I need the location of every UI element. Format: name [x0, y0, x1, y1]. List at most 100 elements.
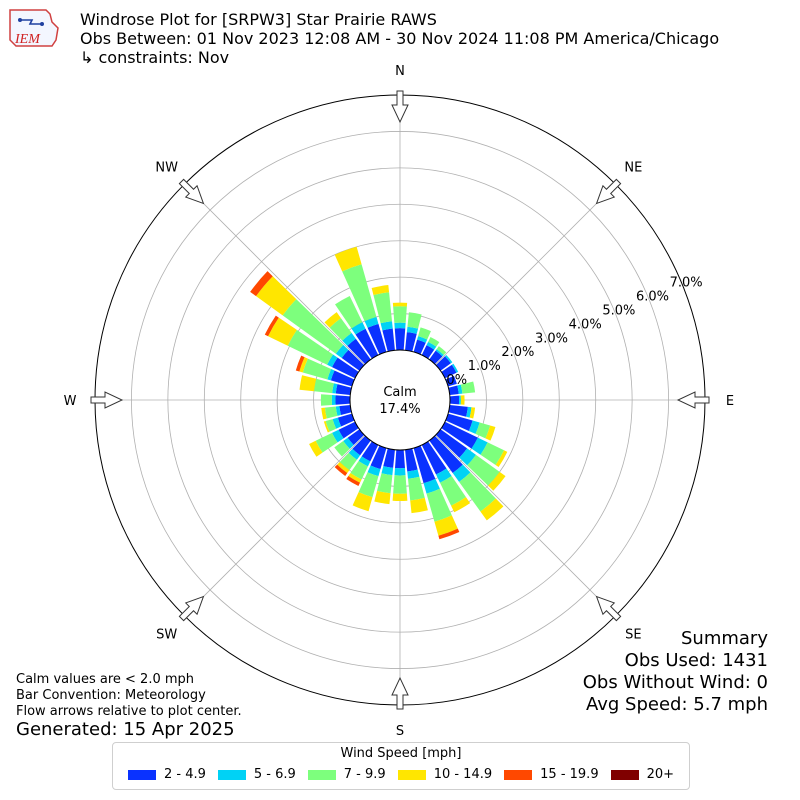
rose-bar	[460, 395, 465, 405]
rose-bar	[458, 395, 461, 405]
rose-bar	[335, 384, 352, 395]
rose-bar	[324, 406, 338, 419]
rose-bar	[451, 497, 471, 513]
rose-bar	[426, 488, 452, 522]
rose-bar	[331, 395, 336, 405]
rose-bar	[435, 349, 444, 357]
radial-tick-label: 2.0%	[501, 345, 534, 360]
rose-bar	[459, 448, 477, 466]
generated-date: Generated: 15 Apr 2025	[16, 719, 235, 740]
rose-bar	[374, 490, 391, 505]
rose-bar	[485, 425, 496, 441]
summary-heading: Summary	[681, 628, 768, 649]
flow-arrow-icon	[676, 391, 710, 409]
bar-convention-note: Bar Convention: Meteorology	[16, 688, 206, 703]
rose-bar	[337, 413, 355, 427]
direction-label: SE	[625, 627, 641, 642]
rose-bar	[256, 276, 297, 316]
flow-arrow-icon	[391, 90, 409, 124]
rose-bar	[429, 435, 463, 474]
rose-bar	[355, 328, 379, 359]
rose-bar	[428, 336, 440, 347]
rose-bar	[381, 466, 394, 476]
rose-bar	[426, 341, 437, 350]
rose-bar	[339, 452, 357, 471]
legend-item: 2 - 4.9	[127, 767, 206, 782]
flow-arrow-shape	[676, 391, 710, 409]
notes-block: Calm values are < 2.0 mph Bar Convention…	[16, 672, 242, 720]
rose-bar	[405, 448, 418, 472]
rose-bar	[287, 329, 334, 365]
rose-bar	[469, 407, 476, 419]
rose-bar	[445, 413, 473, 431]
rose-bar	[436, 346, 447, 356]
rose-bar	[394, 322, 406, 329]
legend-label: 15 - 19.9	[540, 767, 599, 782]
direction-label: S	[396, 724, 404, 739]
svg-text:IEM: IEM	[14, 32, 41, 47]
flow-arrow-icon	[595, 178, 622, 205]
rose-bar	[324, 312, 341, 328]
flow-arrow-shape	[391, 676, 409, 710]
rose-bar	[439, 476, 466, 506]
rose-bar	[413, 445, 436, 484]
rose-bar	[351, 322, 366, 335]
summary-avg-speed: Avg Speed: 5.7 mph	[586, 694, 768, 715]
rose-bar	[364, 316, 379, 328]
legend-title: Wind Speed [mph]	[340, 746, 462, 761]
flow-arrow-icon	[178, 178, 205, 205]
legend-swatch	[217, 769, 246, 780]
rose-bar	[323, 421, 330, 433]
rose-bar	[407, 476, 425, 501]
rose-bar	[337, 461, 350, 474]
rose-bar	[334, 440, 350, 457]
rose-bar	[392, 493, 408, 501]
rose-bar	[299, 357, 308, 373]
rose-bar	[407, 312, 422, 329]
legend-label: 2 - 4.9	[163, 767, 206, 782]
grid-spoke	[435, 184, 616, 365]
rose-bar	[334, 246, 362, 272]
rose-bar	[327, 354, 338, 368]
rose-bar	[334, 464, 348, 477]
rose-bar	[382, 328, 395, 352]
calm-circle	[349, 349, 451, 451]
rose-bar	[346, 476, 361, 487]
calm-note: Calm values are < 2.0 mph	[16, 672, 195, 687]
rose-bar	[367, 323, 387, 355]
rose-bar	[367, 465, 381, 477]
rose-bar	[407, 469, 420, 479]
rose-bar	[475, 422, 491, 439]
rose-bar	[495, 450, 508, 468]
rose-bar	[320, 394, 332, 406]
radial-tick-label: 4.0%	[569, 317, 602, 332]
rose-bar	[468, 420, 480, 434]
summary-block: Summary Obs Used: 1431 Obs Without Wind:…	[583, 628, 768, 716]
rose-bar	[264, 315, 279, 337]
rose-bar	[448, 385, 459, 395]
rose-bar	[268, 317, 297, 346]
grid-spoke	[184, 184, 365, 365]
rose-bar	[452, 464, 471, 482]
title-block: Windrose Plot for [SRPW3] Star Prairie R…	[80, 10, 719, 67]
rose-bar	[395, 449, 405, 469]
rose-bar	[348, 448, 361, 460]
rose-bar	[347, 429, 365, 446]
direction-label: NE	[624, 161, 642, 176]
calm-center: Calm 17.4%	[349, 349, 451, 451]
radial-tick-label: 7.0%	[670, 276, 703, 291]
rose-bar	[302, 358, 332, 380]
flow-arrow-icon	[90, 391, 124, 409]
rose-bar	[393, 306, 407, 323]
rose-bar	[392, 302, 408, 307]
rose-bar	[352, 492, 373, 512]
legend-label: 7 - 9.9	[343, 767, 386, 782]
rose-bar	[435, 429, 468, 458]
rose-bar	[315, 432, 338, 453]
summary-obs-used: Obs Used: 1431	[624, 650, 768, 671]
rose-bar	[417, 336, 428, 343]
rose-bar	[421, 441, 447, 475]
plot-subtitle: Obs Between: 01 Nov 2023 12:08 AM - 30 N…	[80, 29, 720, 48]
direction-label: E	[726, 394, 734, 409]
